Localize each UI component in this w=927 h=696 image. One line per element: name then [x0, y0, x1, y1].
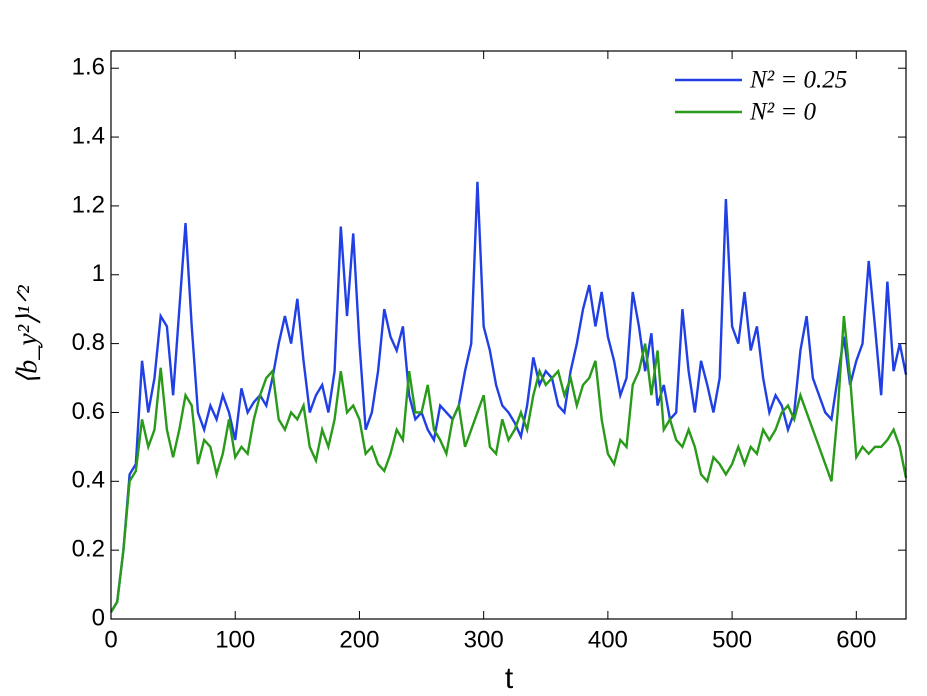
x-axis-label: t [505, 662, 514, 695]
plot-frame [110, 50, 907, 620]
series-line [109, 181, 908, 613]
series-line [109, 315, 908, 613]
y-tick-label: 1.2 [72, 191, 105, 218]
x-tick-label: 400 [588, 626, 628, 653]
y-tick-label: 0.2 [72, 535, 105, 562]
y-tick-label: 0 [92, 604, 105, 631]
legend-label: N² = 0.25 [749, 67, 847, 94]
y-tick-label: 1.4 [72, 122, 105, 149]
y-axis-label: ⟨b_y²⟩¹ᐟ² [12, 285, 43, 385]
y-tick-label: 1 [92, 260, 105, 287]
x-tick-label: 500 [712, 626, 752, 653]
y-tick-label: 0.8 [72, 329, 105, 356]
x-tick-label: 0 [104, 626, 117, 653]
legend-label: N² = 0 [749, 99, 817, 126]
y-tick-label: 0.4 [72, 467, 105, 494]
y-tick-label: 0.6 [72, 398, 105, 425]
x-tick-label: 300 [464, 626, 504, 653]
x-tick-label: 100 [215, 626, 255, 653]
x-tick-label: 600 [836, 626, 876, 653]
y-tick-label: 1.6 [72, 54, 105, 81]
x-tick-label: 200 [339, 626, 379, 653]
